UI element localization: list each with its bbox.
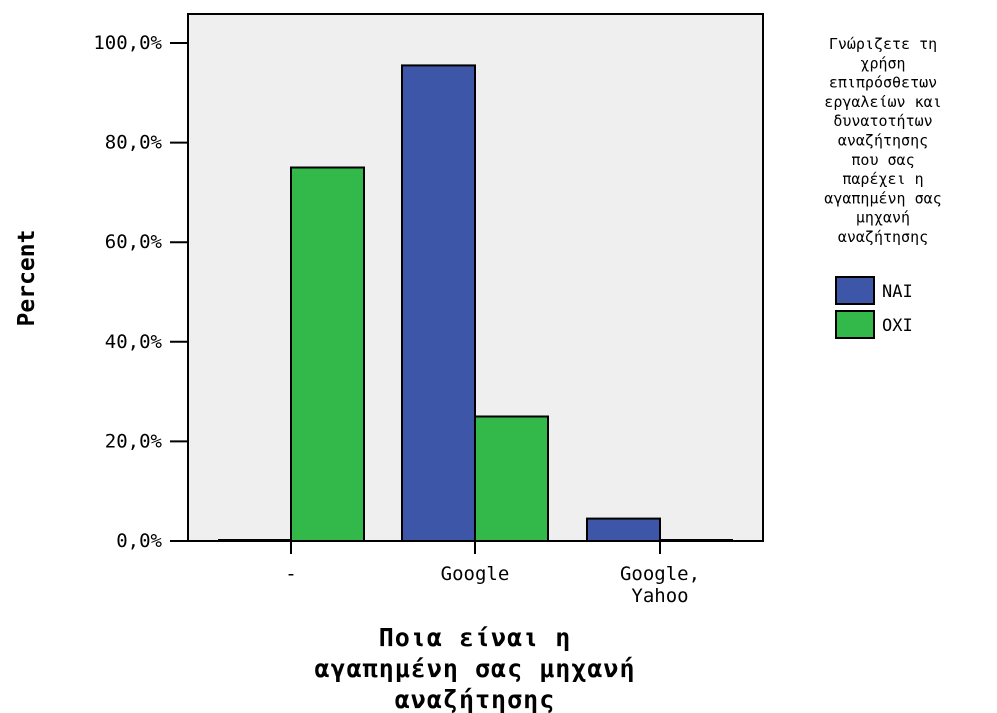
legend-swatch (835, 310, 875, 339)
bar (474, 415, 549, 542)
bars (218, 64, 733, 543)
x-axis-label-line: αναζήτησης (395, 685, 556, 713)
legend-title-line: αναζήτησης (838, 132, 928, 150)
legend-title-line: επιπρόσθετων (829, 74, 937, 92)
legend-label: OXI (882, 316, 913, 336)
x-tick-label: - (285, 563, 296, 585)
y-axis: 0,0% 20,0% 40,0% 60,0% 80,0% 100,0% (93, 32, 188, 552)
legend-title-line: παρέχει η (842, 170, 923, 188)
y-tick-label: 0,0% (116, 530, 162, 552)
legend-title-line: Γνώριζετε τη (829, 35, 937, 53)
y-tick-label: 60,0% (105, 231, 163, 253)
legend-title-line: αγαπημένη σας (824, 189, 941, 207)
bar (401, 64, 476, 542)
x-tick-label: Google, (620, 563, 700, 585)
y-tick-label: 80,0% (105, 132, 163, 154)
y-tick-label: 40,0% (105, 331, 163, 353)
y-axis-label: Percent (14, 230, 40, 327)
y-tick-label: 100,0% (93, 32, 162, 54)
legend-title-line: εργαλείων και (824, 93, 941, 111)
legend-title-line: μηχανή (856, 209, 910, 227)
legend-title-line: που σας (851, 151, 914, 169)
y-tick-label: 20,0% (105, 430, 163, 452)
x-axis: - Google Google,Yahoo (285, 541, 700, 607)
legend-title-line: αναζήτησης (838, 228, 928, 246)
legend-title-line: χρήση (860, 54, 905, 72)
x-tick-label: Google (441, 563, 510, 585)
x-axis-label-line: Ποια είναι η (379, 623, 572, 652)
legend-swatch (835, 276, 875, 305)
legend-title-line: δυνατοτήτων (833, 112, 932, 130)
bar (586, 517, 661, 543)
x-axis-label-line: αγαπημένη σας μηχανή (314, 654, 635, 683)
legend-label: NAI (882, 282, 913, 302)
x-tick-label: Yahoo (631, 585, 688, 607)
bar (290, 166, 365, 542)
